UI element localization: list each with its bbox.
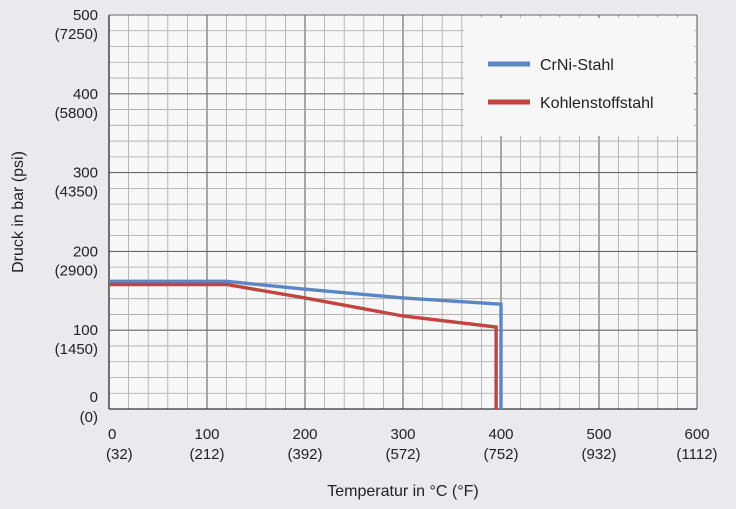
x-tick-label: 600 [684,426,709,443]
x-tick-sublabel: (932) [581,446,616,463]
x-axis-title: Temperatur in °C (°F) [327,483,479,500]
series-line-kohlenstoffstahl [109,282,498,409]
legend-label-crni-stahl: CrNi-Stahl [540,57,614,74]
x-tick-label: 500 [586,426,611,443]
y-tick-label: 500 [73,7,98,24]
series-line-crni-stahl [109,279,503,409]
x-tick-sublabel: (752) [483,446,518,463]
y-tick-label: 200 [73,243,98,260]
x-tick-label: 200 [292,426,317,443]
y-tick-sublabel: (0) [80,409,98,426]
y-tick-label: 100 [73,322,98,339]
x-tick-label: 300 [390,426,415,443]
y-axis-title: Druck in bar (psi) [10,151,27,273]
y-tick-label: 0 [90,389,98,406]
x-tick-sublabel: (32) [106,446,133,463]
y-tick-sublabel: (4350) [55,184,98,201]
x-tick-label: 400 [488,426,513,443]
x-tick-label: 100 [194,426,219,443]
y-tick-label: 400 [73,86,98,103]
y-tick-sublabel: (1450) [55,341,98,358]
x-tick-sublabel: (392) [287,446,322,463]
y-tick-sublabel: (2900) [55,262,98,279]
x-tick-label: 0 [108,426,116,443]
y-tick-sublabel: (7250) [55,26,98,43]
y-tick-sublabel: (5800) [55,105,98,122]
x-tick-sublabel: (212) [189,446,224,463]
legend-label-kohlenstoffstahl: Kohlenstoffstahl [540,95,654,112]
legend-box [464,18,694,136]
x-tick-sublabel: (572) [385,446,420,463]
x-tick-sublabel: (1112) [676,446,717,463]
y-tick-label: 300 [73,165,98,182]
